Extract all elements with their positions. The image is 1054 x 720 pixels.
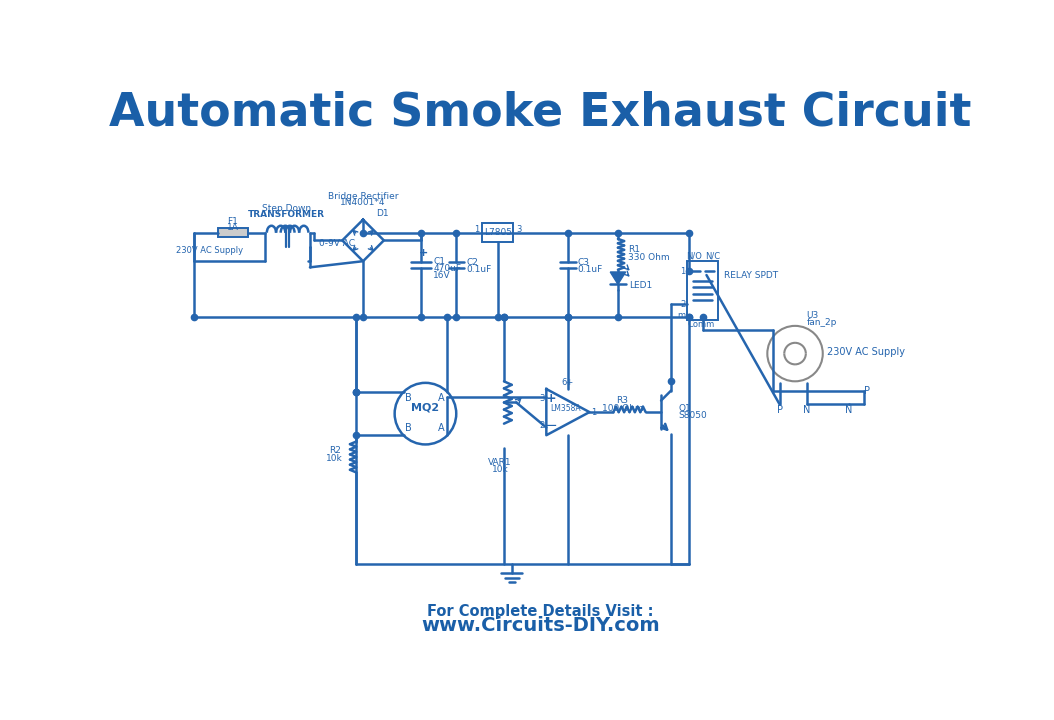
Text: 16V: 16V [433,271,451,280]
Text: 3: 3 [516,225,522,234]
Circle shape [394,383,456,444]
Text: 3: 3 [540,394,545,402]
Text: Comm: Comm [687,320,715,329]
Text: LED1: LED1 [629,282,652,290]
Text: 1: 1 [474,225,480,234]
Text: 10k: 10k [492,465,508,474]
Text: 1: 1 [681,266,686,276]
Text: LM358A: LM358A [550,404,581,413]
Text: For Complete Details Visit :: For Complete Details Visit : [427,604,653,619]
Text: 0.1uF: 0.1uF [466,265,491,274]
Text: D1: D1 [376,209,389,218]
Text: B: B [405,393,412,403]
Text: R1: R1 [628,245,640,254]
Text: N/O: N/O [686,251,702,261]
Text: 1A: 1A [227,222,239,232]
Text: 2: 2 [540,421,545,431]
Bar [483,223,513,242]
Bar [687,261,718,320]
Text: 230V AC Supply: 230V AC Supply [827,347,905,357]
Text: 470uF: 470uF [433,264,462,274]
Bar [217,228,249,238]
Text: C2: C2 [466,258,479,267]
Text: F1: F1 [228,217,238,226]
Text: R3: R3 [617,396,628,405]
Text: 0-9V AC: 0-9V AC [319,239,355,248]
Text: VAR1: VAR1 [488,458,512,467]
Text: fan_2p: fan_2p [806,318,837,328]
Text: 1N4001*4: 1N4001*4 [340,198,386,207]
Text: +: + [419,248,429,258]
Text: 10k: 10k [326,454,343,463]
Text: Bridge Rectifier: Bridge Rectifier [328,192,398,201]
Text: P: P [777,405,783,415]
Circle shape [767,326,823,382]
Text: R2: R2 [329,446,340,455]
Text: N: N [845,405,853,415]
Text: m: m [678,310,686,320]
Text: A: A [437,393,444,403]
Text: 100 Ohm: 100 Ohm [602,404,643,413]
Text: N/C: N/C [705,251,720,261]
Text: +: + [546,392,557,405]
Text: U3: U3 [806,310,819,320]
Text: 6+: 6+ [562,378,574,387]
Text: N: N [803,405,811,415]
Text: 230V AC Supply: 230V AC Supply [176,246,243,255]
Text: 0.1uF: 0.1uF [578,265,603,274]
Text: C3: C3 [578,258,589,267]
Text: P: P [864,385,871,395]
Text: Q1: Q1 [679,404,691,413]
Text: A: A [437,423,444,433]
Text: B: B [405,423,412,433]
Text: −: − [545,418,558,433]
Text: RELAY SPDT: RELAY SPDT [724,271,778,279]
Text: S8050: S8050 [679,411,707,420]
Text: 2: 2 [681,300,686,309]
Text: MQ2: MQ2 [411,402,440,413]
Text: L7805: L7805 [484,228,512,237]
Text: C1: C1 [433,258,445,266]
Text: TRANSFORMER: TRANSFORMER [249,210,326,219]
Text: 330 Ohm: 330 Ohm [628,253,669,262]
Text: Step Down: Step Down [262,204,311,212]
Polygon shape [610,272,626,284]
Text: www.Circuits-DIY.com: www.Circuits-DIY.com [421,616,660,635]
Text: 1: 1 [591,408,597,417]
Text: Automatic Smoke Exhaust Circuit: Automatic Smoke Exhaust Circuit [109,91,972,136]
